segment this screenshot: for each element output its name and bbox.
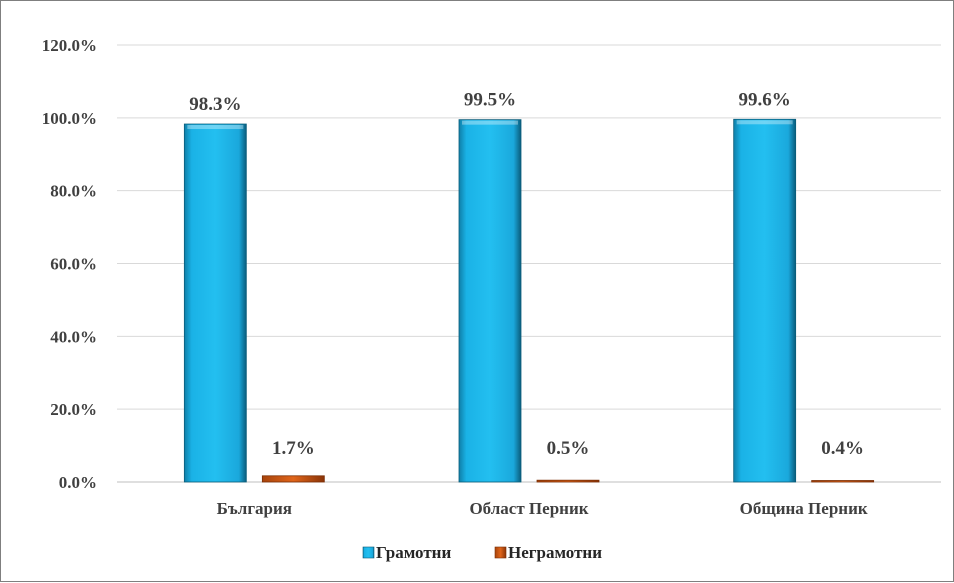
category-label: Община Перник: [740, 499, 868, 518]
data-label: 98.3%: [189, 94, 241, 115]
data-label: 99.6%: [739, 89, 791, 110]
legend-label: Грамотни: [376, 543, 451, 562]
y-tick-label: 0.0%: [59, 473, 97, 492]
bar-literate: [183, 123, 247, 483]
bar-illiterate: [811, 480, 875, 483]
y-axis-ticks: 0.0% 20.0% 40.0% 60.0% 80.0% 100.0% 120.0%: [42, 36, 97, 492]
bar-illiterate: [261, 475, 325, 483]
data-label: 99.5%: [464, 90, 516, 111]
bar-highlight: [187, 125, 244, 130]
y-tick-label: 20.0%: [50, 400, 97, 419]
x-axis-categories: България Област Перник Община Перник: [217, 499, 868, 518]
y-tick-label: 40.0%: [50, 327, 97, 346]
legend-label: Неграмотни: [508, 543, 602, 562]
bar-literate: [733, 118, 797, 483]
legend-swatch: [494, 546, 507, 559]
bars: [183, 118, 875, 483]
data-label: 0.5%: [547, 438, 590, 459]
y-tick-label: 100.0%: [42, 109, 97, 128]
gridlines: [117, 44, 941, 483]
category-label: България: [217, 499, 292, 518]
data-labels: 98.3% 1.7% 99.5% 0.5% 99.6% 0.4%: [189, 89, 864, 459]
legend-swatch: [362, 546, 375, 559]
legend: Грамотни Неграмотни: [362, 543, 602, 562]
category-label: Област Перник: [469, 499, 588, 518]
y-tick-label: 60.0%: [50, 255, 97, 274]
y-tick-label: 80.0%: [50, 182, 97, 201]
data-label: 0.4%: [821, 438, 864, 459]
bar-highlight: [462, 120, 518, 125]
bar-illiterate: [536, 479, 600, 483]
bar-literate: [458, 119, 522, 483]
data-label: 1.7%: [272, 438, 315, 459]
y-tick-label: 120.0%: [42, 36, 97, 55]
bar-highlight: [736, 120, 793, 125]
